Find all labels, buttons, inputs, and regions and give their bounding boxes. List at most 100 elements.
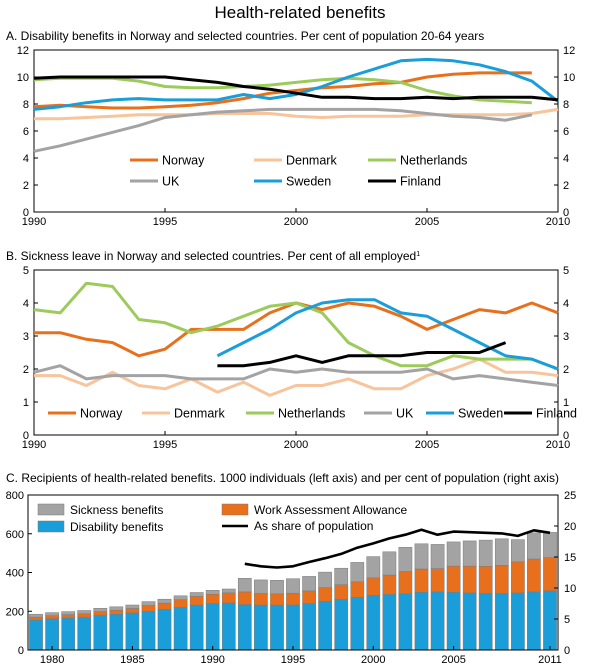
panel-c-bar-sickness-benefits-1990 [205,590,220,595]
panel-c-y-tick-label-right-10: 10 [564,583,576,595]
panel-a-x-tick-label-2000: 2000 [284,216,308,228]
panel-b-y-tick-label-right-2: 2 [563,364,569,376]
panel-b-line-netherlands [33,281,559,371]
panel-c-bar-disability-benefits-2011 [543,590,557,651]
panel-b-x-tick-label-2005: 2005 [415,439,439,451]
panel-c-bar-sickness-benefits-1984 [109,606,124,611]
panel-c-bar-work-assessment-allowance-2003 [414,568,429,593]
panel-a-legend-label-netherlands: Netherlands [400,154,467,168]
panel-c-bar-disability-benefits-1998 [334,598,349,651]
panel-c-bar-work-assessment-allowance-2010 [527,558,541,593]
panel-b-y-tick-label-right-3: 3 [563,331,569,343]
panel-b-line-sweden [216,298,559,371]
panel-a-y-tick-label-left-6: 6 [23,126,29,138]
panel-a-x-tick-label-2010: 2010 [546,216,570,228]
panel-c-bar-disability-benefits-1992 [237,604,252,651]
panel-c-bar-sickness-benefits-1989 [189,592,204,597]
panel-a-line-uk [33,107,533,153]
panel-c-y-tick-label-left-0: 0 [18,645,24,657]
panel-a-title: A. Disability benefits in Norway and sel… [6,29,484,43]
panel-a-legend-label-sweden: Sweden [286,175,331,189]
panel-a-x-tick-label-2005: 2005 [415,216,439,228]
panel-c-bar-disability-benefits-1990 [205,603,220,651]
panel-b-y-tick-label-right-5: 5 [563,265,569,277]
panel-b-x-tick-label-1995: 1995 [153,439,177,451]
panel-b-y-tick-label-left-3: 3 [23,331,29,343]
panel-c-bar-disability-benefits-1997 [318,600,332,651]
panel-a-x-tick-label-1995: 1995 [153,216,177,228]
panel-a-x-tick-label-1990: 1990 [22,216,46,228]
panel-b-legend-label-denmark: Denmark [174,407,225,421]
panel-c-y-tick-label-left-400: 400 [6,568,24,580]
panel-c-x-tick-label-2005: 2005 [441,654,465,666]
panel-c-bar-work-assessment-allowance-1995 [286,592,300,606]
panel-c-bar-work-assessment-allowance-1983 [93,611,108,616]
panel-c-bar-sickness-benefits-2007 [478,539,493,567]
panel-c-bar-work-assessment-allowance-1985 [125,608,140,614]
panel-b-legend-label-norway: Norway [80,407,123,421]
panel-c-bar-sickness-benefits-1993 [254,579,268,594]
panel-c-bar-disability-benefits-2010 [527,591,541,651]
panel-c-bar-work-assessment-allowance-2000 [366,577,381,596]
panel-b-y-tick-label-left-0: 0 [23,430,29,442]
panel-c-y-tick-label-right-25: 25 [564,490,576,502]
panel-c-bar-disability-benefits-2004 [430,591,445,651]
panel-a-y-tick-label-right-6: 6 [563,126,569,138]
panel-c-bar-disability-benefits-2002 [398,593,413,651]
panel-c-legend-swatch-work-assessment-allowance [221,503,249,516]
panel-a-y-tick-label-left-10: 10 [17,72,29,84]
panel-c-bar-disability-benefits-1986 [141,611,156,651]
panel-c-bar-work-assessment-allowance-2004 [430,568,445,593]
panel-c-bar-work-assessment-allowance-2006 [462,565,477,594]
panel-c-legend-swatch-disability-benefits [37,520,65,533]
panel-c-bar-sickness-benefits-1988 [173,595,188,600]
panel-c-bar-work-assessment-allowance-1987 [157,602,172,610]
figure-title: Health-related benefits [214,3,385,22]
panel-c-x-tick-label-1980: 1980 [40,654,64,666]
panel-c-bar-sickness-benefits-1987 [157,598,172,604]
panel-c-bar-sickness-benefits-1986 [141,601,156,606]
panel-c-legend-label-share-of-population: As share of population [254,519,373,533]
panel-c-bar-sickness-benefits-1997 [318,571,332,588]
panel-c-legend-swatch-sickness-benefits [37,503,65,516]
panel-c-bar-sickness-benefits-2005 [446,541,461,567]
panel-a-y-tick-label-right-4: 4 [563,153,569,165]
panel-a-legend-label-denmark: Denmark [286,154,337,168]
panel-b-line-uk [33,364,559,387]
panel-c-bar-sickness-benefits-1981 [61,611,76,615]
panel-b-title-text: B. Sickness leave in Norway and selected… [6,249,416,263]
panel-b-x-tick-label-1990: 1990 [22,439,46,451]
panel-c-line-share-of-population [244,528,551,569]
panel-a-y-tick-label-left-4: 4 [23,153,29,165]
panel-c-bar-sickness-benefits-2009 [511,539,525,563]
panel-c-bar-sickness-benefits-2011 [543,532,557,558]
panel-c-legend-label-work-assessment-allowance: Work Assessment Allowance [254,503,408,517]
panel-c-bar-work-assessment-allowance-1989 [189,596,204,606]
panel-b-x-tick-label-2010: 2010 [546,439,570,451]
panel-c-bar-work-assessment-allowance-1991 [221,592,236,604]
panel-c-bar-disability-benefits-1991 [221,602,236,651]
panel-b-line-finland [217,341,507,368]
panel-c-bar-work-assessment-allowance-1994 [270,593,284,606]
panel-c-bar-work-assessment-allowance-2011 [543,557,557,592]
panel-b-legend-label-uk: UK [396,407,414,421]
panel-b-legend-label-sweden: Sweden [458,407,503,421]
panel-c-bar-disability-benefits-2005 [446,592,461,651]
panel-c-bar-disability-benefits-1999 [350,597,365,651]
panel-c-bar-work-assessment-allowance-1996 [302,590,316,604]
panel-c-bar-sickness-benefits-2002 [398,547,413,572]
panel-a-y-tick-label-right-12: 12 [563,45,575,57]
panel-c-bar-sickness-benefits-1995 [286,578,300,594]
panel-c-bar-sickness-benefits-2006 [462,540,477,567]
panel-c-bar-work-assessment-allowance-1981 [61,614,76,619]
panel-a-y-tick-label-left-2: 2 [23,180,29,192]
panel-c-y-tick-label-right-0: 0 [564,645,570,657]
panel-c-bar-work-assessment-allowance-1993 [254,593,268,606]
panel-c-bar-disability-benefits-1988 [173,607,188,651]
panel-c-bar-work-assessment-allowance-2001 [382,574,397,595]
panel-c-bar-disability-benefits-1982 [77,616,92,651]
panel-c-bar-sickness-benefits-2001 [382,551,397,576]
panel-b-line-denmark [34,357,559,397]
panel-b-y-tick-label-right-4: 4 [563,298,569,310]
